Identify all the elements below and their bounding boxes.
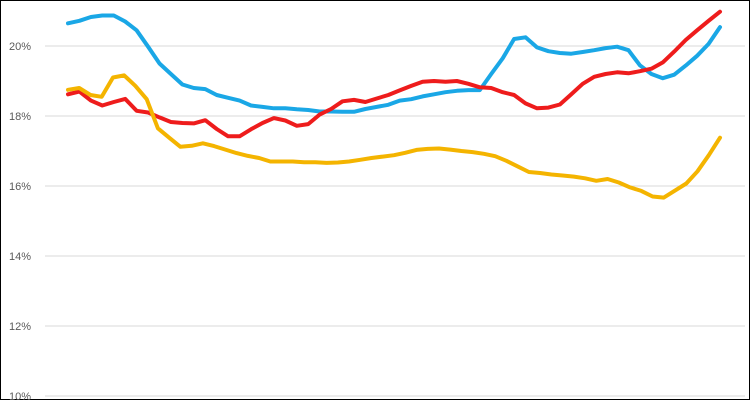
series-line-1 (66, 13, 722, 114)
y-tick-label: 16% (9, 181, 31, 193)
gridlines (45, 45, 745, 397)
series-lines (66, 9, 722, 200)
series-line-3 (66, 73, 722, 200)
y-axis-ticks: 10% 12% 14% 16% 18% 20% (9, 41, 31, 400)
y-tick-label: 18% (9, 111, 31, 123)
y-tick-label: 10% (9, 391, 31, 400)
y-tick-label: 14% (9, 251, 31, 263)
series-line-2 (66, 9, 722, 139)
y-tick-label: 20% (9, 41, 31, 53)
y-tick-label: 12% (9, 321, 31, 333)
